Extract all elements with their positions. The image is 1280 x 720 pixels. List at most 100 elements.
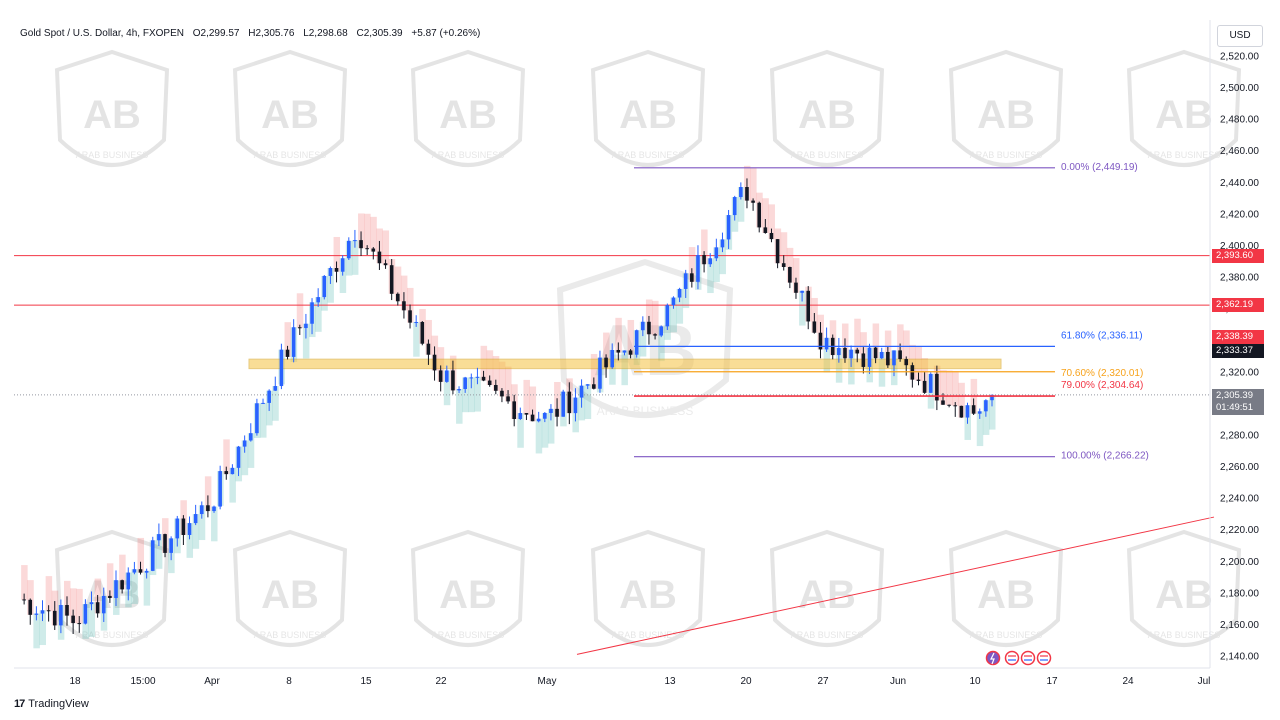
candle xyxy=(328,266,333,284)
candle xyxy=(65,596,69,626)
candle xyxy=(708,253,713,268)
svg-text:AB: AB xyxy=(439,93,497,137)
symbol-title[interactable]: Gold Spot / U.S. Dollar, 4h, FXOPEN xyxy=(20,28,184,39)
time-tick-label: 15:00 xyxy=(130,676,155,687)
time-tick-label: Apr xyxy=(204,676,220,687)
ohlc-high: H2,305.76 xyxy=(248,28,295,39)
candle xyxy=(567,382,572,425)
watermark-label: ARAB BUSINESS xyxy=(612,150,685,160)
svg-text:AB: AB xyxy=(261,573,319,617)
candle xyxy=(359,231,363,257)
candle xyxy=(279,343,284,390)
us-flag-event-icon[interactable] xyxy=(1020,650,1036,666)
candle xyxy=(181,515,186,546)
price-tick-label: 2,260.00 xyxy=(1220,462,1259,473)
candle xyxy=(52,601,57,630)
trendline[interactable] xyxy=(576,516,1215,655)
candlestick-series xyxy=(22,178,994,635)
us-flag-event-icon[interactable] xyxy=(1004,650,1020,666)
candle xyxy=(71,609,75,635)
svg-text:AB: AB xyxy=(439,573,497,617)
candle xyxy=(867,343,872,374)
candle xyxy=(138,561,143,575)
ohlc-open: O2,299.57 xyxy=(192,28,240,39)
last-price-badge: 2,305.39 xyxy=(1212,389,1264,403)
candle xyxy=(89,591,94,611)
watermark-logo: AB ARAB BUSINESS xyxy=(232,49,348,167)
candle xyxy=(120,579,124,594)
watermark-label: ARAB BUSINESS xyxy=(1148,630,1221,640)
watermark-logo: AB ARAB BUSINESS xyxy=(590,49,706,167)
time-axis[interactable]: 18 15:00 Apr 8 15 22 May 13 20 27 Jun 10 17 24 Jul xyxy=(69,676,1210,687)
tradingview-branding[interactable]: 17 TradingView xyxy=(14,698,89,710)
watermark-label: ARAB BUSINESS xyxy=(597,404,694,418)
svg-text:AB: AB xyxy=(798,93,856,137)
svg-text:AB: AB xyxy=(619,93,677,137)
ohlc-close: C2,305.39 xyxy=(356,28,403,39)
candle xyxy=(285,345,290,360)
candle xyxy=(641,316,645,337)
candle xyxy=(334,261,339,283)
candle xyxy=(377,240,382,270)
price-tick-label: 2,380.00 xyxy=(1220,273,1259,284)
us-flag-event-icon[interactable] xyxy=(1036,650,1052,666)
candle xyxy=(732,195,737,221)
candle xyxy=(451,360,455,395)
candle xyxy=(530,409,535,422)
time-tick-label: 20 xyxy=(740,676,752,687)
currency-button[interactable]: USD xyxy=(1217,25,1263,47)
time-tick-label: 22 xyxy=(435,676,447,687)
watermark-logo: AB ARAB BUSINESS xyxy=(556,258,734,418)
fib-level-label: 0.00% (2,449.19) xyxy=(1061,162,1138,173)
price-tick-label: 2,160.00 xyxy=(1220,620,1259,631)
time-tick-label: 24 xyxy=(1122,676,1134,687)
time-tick-label: Jul xyxy=(1198,676,1211,687)
candle xyxy=(714,238,719,262)
candle xyxy=(549,404,553,421)
candle xyxy=(475,367,480,385)
price-tick-label: 2,500.00 xyxy=(1220,83,1259,94)
candle xyxy=(218,465,222,510)
watermark-label: ARAB BUSINESS xyxy=(76,150,149,160)
candle xyxy=(291,319,296,363)
candle xyxy=(255,398,259,436)
candle xyxy=(622,350,627,356)
candle xyxy=(414,315,418,327)
price-tick-label: 2,480.00 xyxy=(1220,115,1259,126)
svg-text:AB: AB xyxy=(977,93,1035,137)
tradingview-brand: TradingView xyxy=(28,698,89,710)
price-tick-label: 2,460.00 xyxy=(1220,146,1259,157)
price-tick-label: 2,220.00 xyxy=(1220,525,1259,536)
time-tick-label: May xyxy=(538,676,557,687)
candle xyxy=(702,251,706,273)
fib-level-label: 79.00% (2,304.64) xyxy=(1061,380,1143,391)
candle xyxy=(916,372,921,386)
svg-text:AB: AB xyxy=(261,93,319,137)
candle xyxy=(769,228,774,243)
candle xyxy=(59,599,63,634)
time-tick-label: 10 xyxy=(969,676,981,687)
candle xyxy=(304,313,308,339)
candle xyxy=(487,375,492,387)
candle xyxy=(108,590,112,603)
candle xyxy=(157,523,161,546)
candle xyxy=(169,536,173,561)
candle xyxy=(543,411,547,423)
watermark-logo: AB ARAB BUSINESS xyxy=(590,529,706,647)
candle xyxy=(193,504,198,526)
candle xyxy=(873,346,878,364)
candle xyxy=(585,384,590,390)
ascending-trendline[interactable] xyxy=(576,516,1215,655)
candle xyxy=(457,386,461,394)
price-tick-label: 2,200.00 xyxy=(1220,557,1259,568)
flash-event-icon[interactable] xyxy=(985,650,1001,666)
fibonacci-retracement[interactable]: 0.00% (2,449.19) 61.80% (2,336.11) 70.60% … xyxy=(634,162,1149,462)
economic-events[interactable] xyxy=(985,650,1052,666)
support-zone[interactable] xyxy=(248,358,1002,370)
candle xyxy=(77,616,82,633)
candle xyxy=(659,325,664,338)
watermark-label: ARAB BUSINESS xyxy=(432,630,505,640)
candle xyxy=(812,312,817,334)
candle xyxy=(879,347,884,360)
